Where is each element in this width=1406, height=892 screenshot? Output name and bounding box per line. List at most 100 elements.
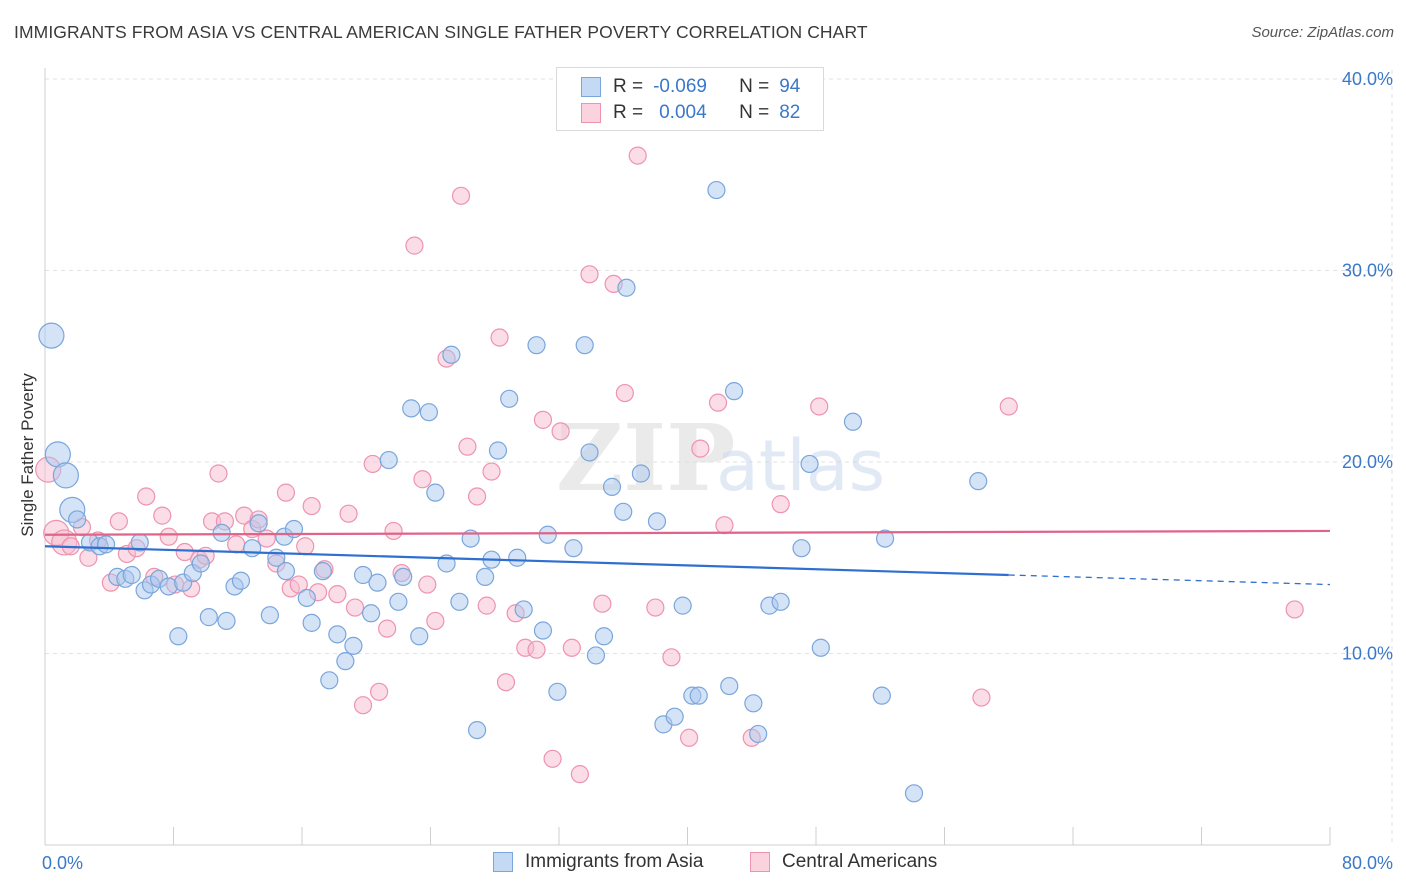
data-point [875, 529, 895, 548]
data-point [691, 439, 710, 458]
source-label: Source: ZipAtlas.com [1251, 24, 1394, 41]
data-point [575, 336, 594, 355]
data-point [647, 512, 667, 531]
legend-n-label: N = [739, 76, 770, 97]
data-point [38, 322, 65, 349]
data-point [276, 483, 296, 502]
data-point [109, 512, 128, 531]
data-point [792, 539, 811, 558]
legend-item-label: Immigrants from Asia [525, 851, 704, 872]
data-point [328, 625, 347, 644]
legend-r-label: R = [613, 102, 644, 123]
data-point [533, 621, 553, 640]
legend-row-asia: R = -0.069 N = 94 [581, 75, 800, 99]
data-point [260, 606, 279, 625]
chart-title: IMMIGRANTS FROM ASIA VS CENTRAL AMERICAN… [14, 22, 868, 42]
data-point [662, 648, 681, 667]
data-point [602, 477, 622, 496]
data-point [904, 784, 924, 803]
data-point [175, 542, 194, 562]
data-point [384, 521, 403, 541]
watermark-atlas: atlas [716, 425, 885, 507]
legend-r-label: R = [613, 76, 644, 97]
data-point [418, 575, 437, 594]
x-tick-label: 80.0% [1342, 853, 1393, 873]
data-point [199, 608, 218, 627]
data-point [52, 462, 79, 489]
data-point [353, 565, 373, 585]
data-point [646, 598, 665, 617]
data-point [231, 571, 251, 590]
data-point [302, 496, 321, 516]
data-point [724, 382, 744, 401]
data-point [96, 535, 116, 554]
tick-labels: 10.0% 20.0% 30.0% 40.0% 0.0% 80.0% [42, 69, 1393, 873]
legend-n-label: N = [739, 102, 770, 123]
legend-row-central-americans: R = 0.004 N = 82 [581, 101, 800, 125]
data-point [533, 410, 553, 429]
legend-n-value: 82 [779, 102, 801, 123]
data-point [344, 636, 363, 655]
y-tick-label: 40.0% [1342, 69, 1393, 89]
legend-n-value: 94 [779, 76, 801, 97]
data-point [328, 585, 347, 604]
data-point [353, 696, 373, 715]
data-point [749, 724, 768, 744]
data-point [872, 686, 891, 705]
data-point [999, 397, 1018, 416]
data-point [413, 470, 432, 489]
data-point [289, 575, 308, 594]
data-point [257, 529, 276, 548]
data-point [405, 236, 424, 255]
data-point [594, 627, 614, 646]
data-point [617, 278, 636, 297]
data-point [580, 265, 599, 284]
y-tick-label: 10.0% [1342, 644, 1393, 664]
data-point [426, 483, 445, 502]
data-point [689, 686, 708, 705]
data-point [972, 688, 991, 707]
data-point [227, 535, 246, 554]
y-axis-label: Single Father Poverty [18, 373, 37, 537]
data-point [615, 383, 634, 403]
x-tick-label: 0.0% [42, 853, 83, 873]
data-point [527, 336, 546, 355]
data-point [402, 399, 421, 418]
data-point [153, 506, 172, 525]
data-point [410, 627, 429, 646]
data-point [527, 640, 546, 659]
data-point [538, 525, 557, 544]
legend-swatch-blue [581, 77, 601, 97]
legend-r-value: -0.069 [653, 76, 707, 97]
data-point [370, 682, 389, 701]
grid-lines [45, 70, 1393, 845]
trend-lines [44, 529, 1331, 586]
data-point [243, 539, 262, 558]
data-point [276, 562, 296, 581]
legend-item-asia[interactable]: Immigrants from Asia [493, 851, 703, 873]
data-point [217, 611, 236, 631]
data-point [500, 389, 519, 408]
legend-item-central-americans[interactable]: Central Americans [750, 851, 937, 873]
data-point [313, 562, 332, 581]
data-point [451, 186, 471, 205]
data-point [209, 464, 228, 483]
series-legend: Immigrants from Asia Central Americans [0, 851, 1406, 877]
data-point [363, 454, 382, 474]
data-point [715, 516, 734, 535]
legend-item-label: Central Americans [782, 851, 938, 872]
legend-swatch-pink [750, 852, 770, 872]
data-point [122, 565, 141, 585]
data-point [771, 592, 790, 611]
data-point [458, 437, 477, 456]
data-point [467, 487, 487, 506]
data-point [68, 510, 87, 529]
data-point [159, 527, 178, 546]
data-point [345, 598, 365, 617]
data-point [800, 454, 819, 474]
data-point [389, 592, 408, 611]
data-point [810, 397, 829, 416]
data-point [476, 567, 495, 587]
data-point [378, 619, 397, 638]
